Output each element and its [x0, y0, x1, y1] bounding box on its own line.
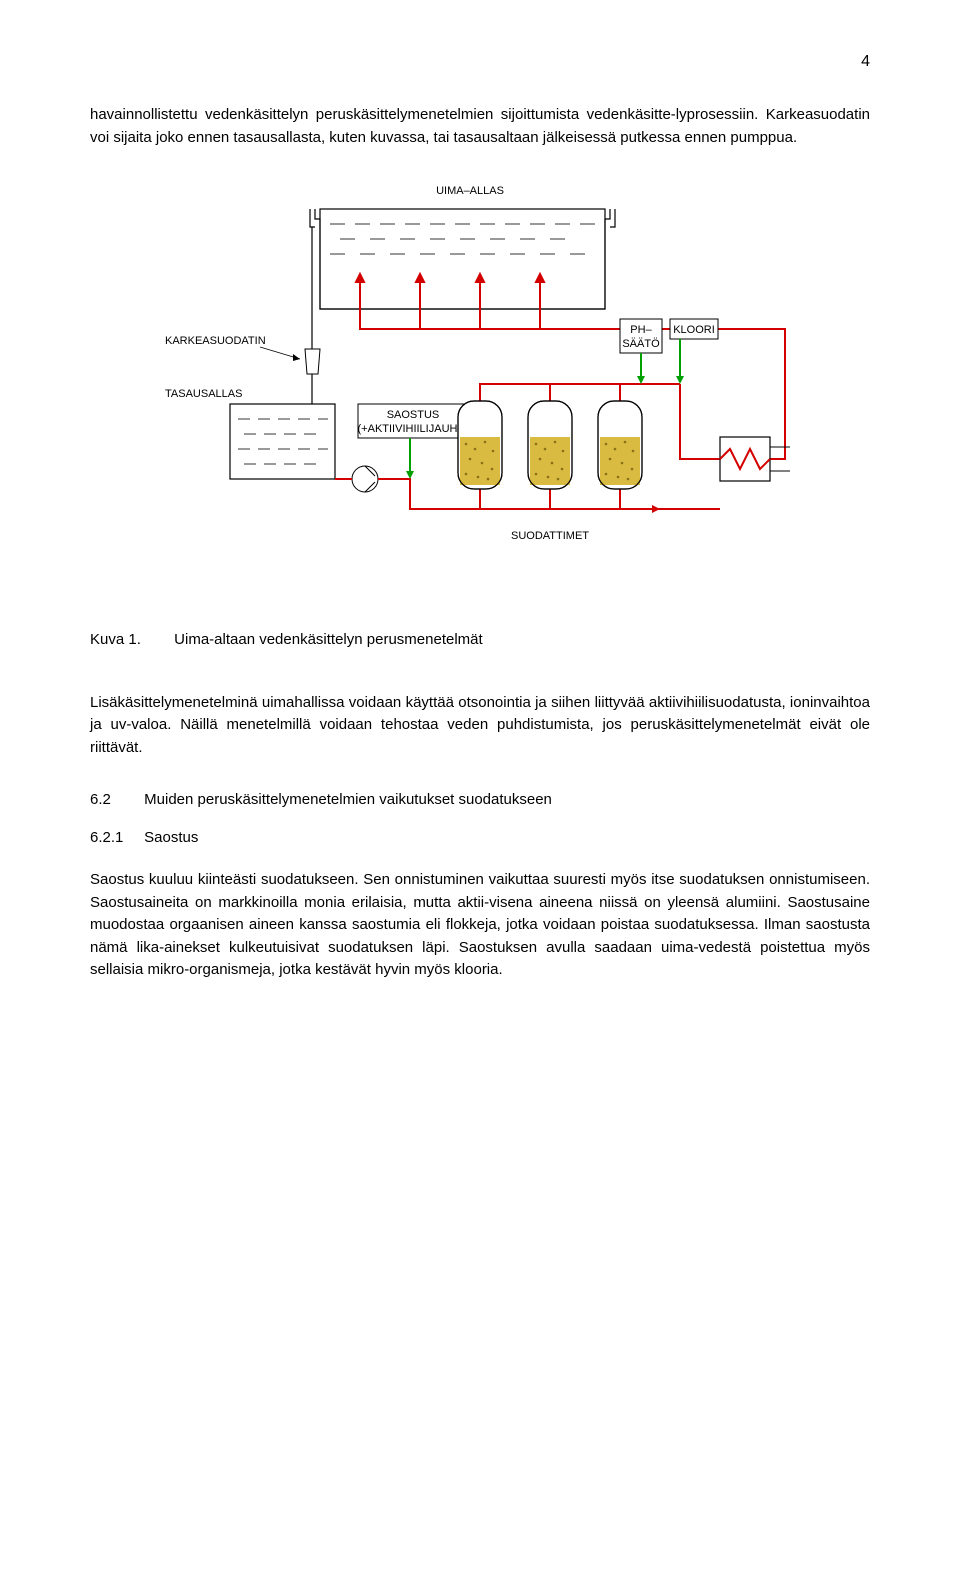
subsection-title: Saostus: [144, 829, 198, 846]
subsection-heading: 6.2.1 Saostus: [90, 827, 870, 850]
flocculation-label-1: SAOSTUS: [387, 409, 440, 421]
pump: [352, 466, 378, 492]
pool: UIMA–ALLAS: [310, 185, 615, 339]
section-heading: 6.2 Muiden peruskäsittelymenetelmien vai…: [90, 789, 870, 812]
section-number: 6.2: [90, 789, 140, 812]
page-number: 4: [90, 50, 870, 74]
chlorine-box: KLOORI: [670, 319, 718, 384]
paragraph-saostus: Saostus kuuluu kiinteästi suodatukseen. …: [90, 869, 870, 982]
section-title: Muiden peruskäsittelymenetelmien vaikutu…: [144, 791, 552, 808]
flocculation-label-2: (+AKTIIVIHIILIJAUHE): [358, 423, 469, 435]
subsection-number: 6.2.1: [90, 827, 140, 850]
filters-label: SUODATTIMET: [511, 530, 589, 542]
ph-label-1: PH–: [630, 324, 652, 336]
diagram-container: UIMA–ALLAS KARKEASUODATIN: [90, 179, 870, 599]
filters-group: SUODATTIMET: [458, 401, 642, 542]
flocculation: SAOSTUS (+AKTIIVIHIILIJAUHE): [358, 404, 469, 479]
eq-tank-label: TASAUSALLAS: [165, 388, 242, 400]
caption-text: Uima-altaan vedenkäsittelyn perusmenetel…: [174, 631, 483, 648]
ph-label-2: SÄÄTÖ: [622, 338, 660, 350]
paragraph-additional-methods: Lisäkäsittelymenetelminä uimahallissa vo…: [90, 692, 870, 760]
coarse-filter-label: KARKEASUODATIN: [165, 335, 266, 347]
figure-caption: Kuva 1. Uima-altaan vedenkäsittelyn peru…: [90, 629, 870, 652]
process-diagram: UIMA–ALLAS KARKEASUODATIN: [160, 179, 800, 599]
eq-tank: TASAUSALLAS: [165, 388, 335, 479]
chlorine-label: KLOORI: [673, 324, 715, 336]
paragraph-intro: havainnollistettu vedenkäsittelyn perusk…: [90, 104, 870, 149]
pool-label: UIMA–ALLAS: [436, 185, 504, 197]
ph-box: PH– SÄÄTÖ: [620, 319, 662, 384]
caption-label: Kuva 1.: [90, 629, 170, 652]
